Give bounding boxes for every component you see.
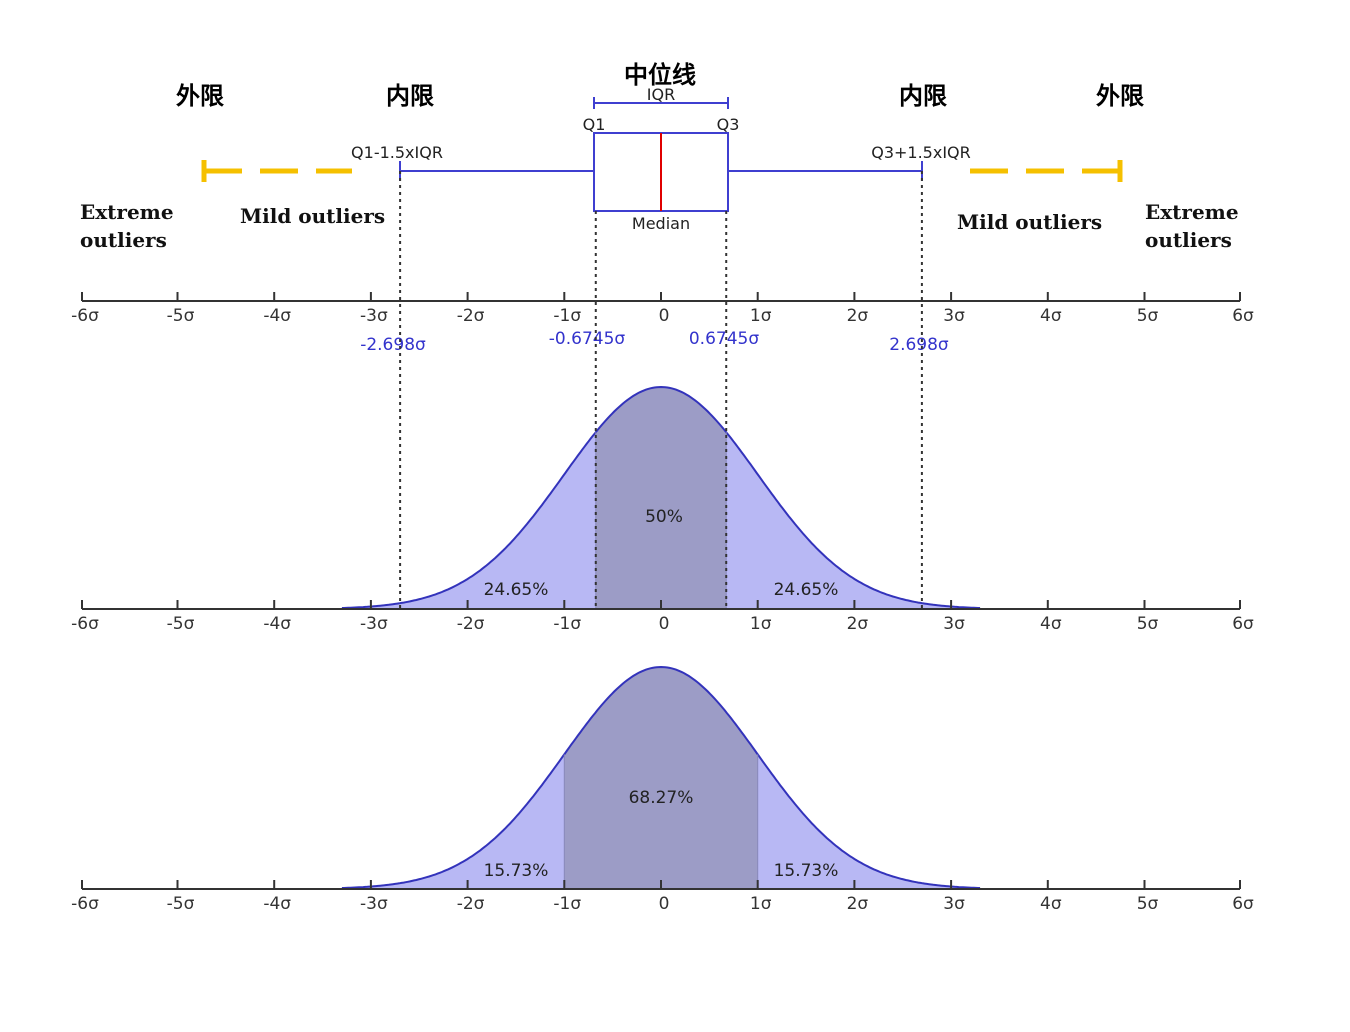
axis-tick-label: -1σ: [553, 614, 581, 634]
axis-tick-label: -3σ: [360, 614, 388, 634]
axis-tick-label: -3σ: [360, 306, 388, 326]
axis-tick-label: -4σ: [263, 894, 291, 914]
mild-outliers-right-label: Mild outliers: [957, 210, 1102, 234]
curve-outline: [341, 665, 981, 889]
axis-tick-label: 0: [659, 306, 670, 326]
axis-tick-label: 3σ: [943, 306, 965, 326]
dotted-guide-lines: [399, 171, 923, 609]
median-line-label: 中位线: [624, 61, 696, 89]
q1-label: Q1: [583, 115, 606, 134]
inner-fence-right-label: 内限: [899, 82, 947, 110]
outer-fence-right-label: 外限: [1096, 82, 1144, 110]
iqr-label: IQR: [647, 85, 675, 104]
axis-tick-label: -6σ: [71, 894, 99, 914]
pos-2698-sigma-label: 2.698σ: [889, 335, 949, 355]
axis-tick-label: 5σ: [1137, 894, 1159, 914]
mild-outliers-left-label: Mild outliers: [240, 204, 385, 228]
axis-tick-label: 6σ: [1232, 894, 1254, 914]
upper-whisker-label: Q3+1.5xIQR: [871, 143, 971, 162]
axis-tick-label: -1σ: [553, 306, 581, 326]
axis-tick-label: -4σ: [263, 614, 291, 634]
outer-fence-left-label: 外限: [176, 82, 224, 110]
extreme-outliers-right-line2: outliers: [1145, 228, 1232, 252]
upper-whisker: [728, 161, 923, 181]
curve-outline: [341, 385, 981, 609]
extreme-outliers-left-line2: outliers: [80, 228, 167, 252]
sigma-normal-curve: [341, 665, 981, 889]
left-outer-fence: [201, 160, 352, 182]
median-label: Median: [632, 214, 690, 233]
pos-06745-sigma-label: 0.6745σ: [689, 329, 759, 349]
axis-tick-label: 4σ: [1040, 306, 1062, 326]
extreme-outliers-right-line1: Extreme: [1145, 200, 1239, 224]
iqr-center-percent: 50%: [645, 507, 683, 527]
axis-tick-label: -5σ: [167, 306, 195, 326]
axis-tick-label: -5σ: [167, 614, 195, 634]
sigma-left-percent: 15.73%: [484, 861, 549, 881]
center-area: [595, 387, 727, 609]
sigma-right-percent: 15.73%: [774, 861, 839, 881]
axis-tick-label: -2σ: [457, 306, 485, 326]
sigma-center-percent: 68.27%: [629, 788, 694, 808]
sigma-axis-middle: -6σ -5σ -4σ -3σ -2σ -1σ 0 1σ 2σ 3σ 4σ 5σ 6σ: [71, 600, 1254, 634]
neg-2698-sigma-label: -2.698σ: [360, 335, 426, 355]
axis-tick-label: 3σ: [943, 614, 965, 634]
q3-label: Q3: [717, 115, 740, 134]
axis-tick-label: -2σ: [457, 894, 485, 914]
iqr-left-percent: 24.65%: [484, 580, 549, 600]
axis-tick-label: -2σ: [457, 614, 485, 634]
iqr-right-percent: 24.65%: [774, 580, 839, 600]
axis-tick-label: 5σ: [1137, 614, 1159, 634]
sigma-axis-top: -6σ -5σ -4σ -3σ -2σ -1σ 0 1σ 2σ 3σ 4σ 5σ 6σ: [71, 292, 1254, 326]
axis-tick-label: -4σ: [263, 306, 291, 326]
axis-tick-label: -5σ: [167, 894, 195, 914]
axis-tick-label: 3σ: [943, 894, 965, 914]
center-area: [564, 667, 758, 889]
iqr-normal-curve: [341, 385, 981, 609]
axis-tick-label: 2σ: [847, 306, 869, 326]
axis-tick-label: -6σ: [71, 306, 99, 326]
axis-tick-label: 4σ: [1040, 614, 1062, 634]
axis-tick-label: -1σ: [553, 894, 581, 914]
axis-tick-label: 2σ: [847, 614, 869, 634]
right-outer-fence: [970, 160, 1123, 182]
axis-tick-label: 5σ: [1137, 306, 1159, 326]
axis-tick-label: 1σ: [750, 306, 772, 326]
axis-tick-label: 1σ: [750, 614, 772, 634]
lower-whisker-label: Q1-1.5xIQR: [351, 143, 443, 162]
axis-tick-label: 6σ: [1232, 614, 1254, 634]
axis-tick-label: -6σ: [71, 614, 99, 634]
lower-whisker: [399, 161, 594, 181]
axis-tick-label: 4σ: [1040, 894, 1062, 914]
iqr-bracket: [593, 97, 729, 109]
axis-tick-label: 0: [659, 894, 670, 914]
axis-tick-label: 2σ: [847, 894, 869, 914]
extreme-outliers-left-line1: Extreme: [80, 200, 174, 224]
sigma-axis-bottom: -6σ -5σ -4σ -3σ -2σ -1σ 0 1σ 2σ 3σ 4σ 5σ 6σ: [71, 880, 1254, 914]
axis-tick-label: -3σ: [360, 894, 388, 914]
axis-tick-label: 6σ: [1232, 306, 1254, 326]
axis-tick-label: 1σ: [750, 894, 772, 914]
neg-06745-sigma-label: -0.6745σ: [549, 329, 626, 349]
axis-tick-label: 0: [659, 614, 670, 634]
inner-fence-left-label: 内限: [386, 82, 434, 110]
